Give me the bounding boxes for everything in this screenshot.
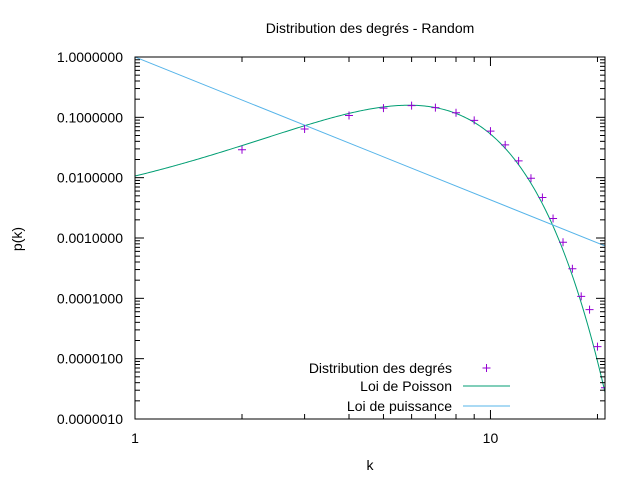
y-tick-label: 0.0000100 — [57, 351, 123, 367]
legend-label: Loi de Poisson — [360, 378, 452, 394]
legend-label: Loi de puissance — [347, 398, 452, 414]
x-axis-title: k — [367, 457, 375, 473]
y-tick-label: 0.0001000 — [57, 290, 123, 306]
y-tick-label: 0.0100000 — [57, 170, 123, 186]
degree-data-point — [549, 214, 558, 223]
degree-data-point — [238, 145, 247, 154]
degree-data-point — [538, 193, 547, 202]
degree-data-point — [568, 264, 577, 273]
poisson-curve — [135, 104, 605, 393]
y-tick-label: 0.0010000 — [57, 230, 123, 246]
degree-data-point — [407, 101, 416, 110]
chart-title: Distribution des degrés - Random — [266, 20, 475, 36]
axes-layer: 1.0000000 0.1000000 0.0100000 0.0010000 0.00… — [57, 49, 606, 446]
degree-data-point — [514, 156, 523, 165]
degree-data-point — [601, 383, 605, 392]
degree-data-point — [379, 104, 388, 113]
degree-data-point — [585, 305, 594, 314]
degree-data-point — [501, 140, 510, 149]
degree-data-point — [431, 103, 440, 112]
series-layer — [135, 57, 605, 393]
y-axis-title: p(k) — [9, 227, 25, 251]
degree-data-point — [470, 116, 479, 125]
legend-label: Distribution des degrés — [309, 360, 452, 376]
degree-data-point — [526, 174, 535, 183]
degree-data-point — [486, 127, 495, 136]
y-tick-label: 0.0000010 — [57, 411, 123, 427]
degree-data-point — [559, 238, 568, 247]
power-law-line — [135, 57, 605, 247]
degree-data-point — [300, 125, 309, 134]
degree-data-point — [345, 111, 354, 120]
degree-data-point — [577, 292, 586, 301]
degree-data-point — [452, 108, 461, 117]
y-tick-label: 0.1000000 — [57, 109, 123, 125]
y-tick-label: 1.0000000 — [57, 49, 123, 65]
x-tick-label: 1 — [131, 430, 139, 446]
legend-marker-points — [482, 364, 491, 372]
degree-data-point — [593, 342, 602, 351]
x-tick-label: 10 — [483, 430, 499, 446]
legend: Distribution des degrés Loi de Poisson Loi… — [309, 360, 510, 414]
